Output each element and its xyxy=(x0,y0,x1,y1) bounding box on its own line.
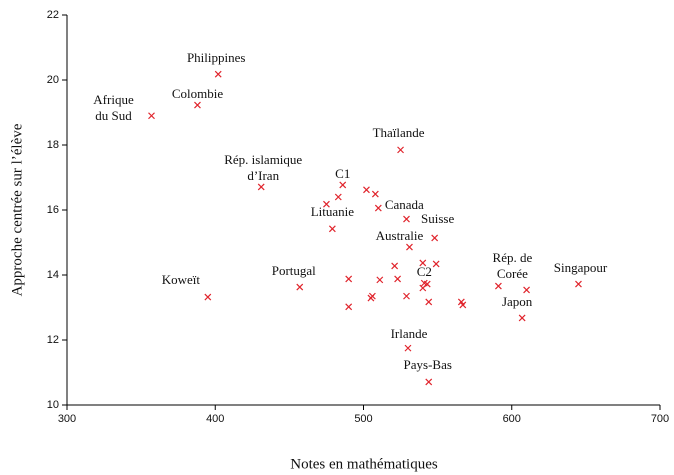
point xyxy=(376,276,384,284)
point xyxy=(363,186,370,194)
point xyxy=(371,190,379,198)
y-tick-label: 20 xyxy=(47,74,59,86)
point xyxy=(518,314,526,322)
point xyxy=(194,101,201,109)
point xyxy=(374,204,382,212)
y-tick-label: 18 xyxy=(47,139,59,151)
point xyxy=(345,275,353,283)
point xyxy=(323,200,330,208)
point-label: C2 xyxy=(417,264,432,279)
y-tick-label: 22 xyxy=(47,9,59,21)
point xyxy=(391,262,399,270)
point xyxy=(394,275,402,283)
point xyxy=(403,292,410,300)
point xyxy=(339,181,347,189)
point xyxy=(575,280,582,288)
x-tick-label: 600 xyxy=(503,413,521,425)
point xyxy=(257,183,265,191)
point xyxy=(494,282,502,290)
point-label: Rép. islamique d’Iran xyxy=(224,152,302,183)
point-label: Canada xyxy=(385,197,424,212)
point-label: Suisse xyxy=(421,211,454,226)
point-label: Thaïlande xyxy=(373,125,425,140)
y-tick-label: 14 xyxy=(47,269,59,281)
point-label: Pays-Bas xyxy=(404,357,452,372)
point xyxy=(423,280,431,288)
point-label: Colombie xyxy=(172,86,224,101)
y-axis-title: Approche centrée sur l’élève xyxy=(9,123,25,296)
point-label: C1 xyxy=(335,166,350,181)
y-tick-label: 12 xyxy=(47,334,59,346)
point-label: Irlande xyxy=(391,326,428,341)
x-tick-label: 500 xyxy=(354,413,372,425)
y-tick-label: 16 xyxy=(47,204,59,216)
point xyxy=(403,215,410,223)
point xyxy=(204,293,212,301)
x-tick-label: 300 xyxy=(58,413,76,425)
point xyxy=(214,70,222,78)
point xyxy=(419,259,427,267)
point-label: Portugal xyxy=(272,263,316,278)
point xyxy=(432,260,440,268)
point xyxy=(425,298,433,306)
y-tick-label: 10 xyxy=(47,399,59,411)
point-label: Lituanie xyxy=(311,204,355,219)
point xyxy=(334,193,342,201)
x-axis-title: Notes en mathématiques xyxy=(290,456,438,472)
point-label: Afrique du Sud xyxy=(93,92,134,123)
point xyxy=(425,378,433,386)
point xyxy=(328,225,336,233)
point-label: Australie xyxy=(376,228,424,243)
point xyxy=(296,283,304,291)
point-label: Singapour xyxy=(554,260,608,275)
point xyxy=(367,294,375,302)
point xyxy=(397,146,404,154)
point xyxy=(148,112,155,120)
point xyxy=(345,303,353,311)
point xyxy=(404,344,412,352)
point-label: Philippines xyxy=(187,50,246,65)
point xyxy=(459,301,467,309)
point-label: Japon xyxy=(502,294,533,309)
point xyxy=(406,243,413,251)
point-label: Koweït xyxy=(162,272,201,287)
point xyxy=(431,234,439,242)
point xyxy=(523,286,530,294)
x-tick-label: 400 xyxy=(206,413,224,425)
x-tick-label: 700 xyxy=(651,413,669,425)
point-label: Rép. de Corée xyxy=(493,250,533,281)
